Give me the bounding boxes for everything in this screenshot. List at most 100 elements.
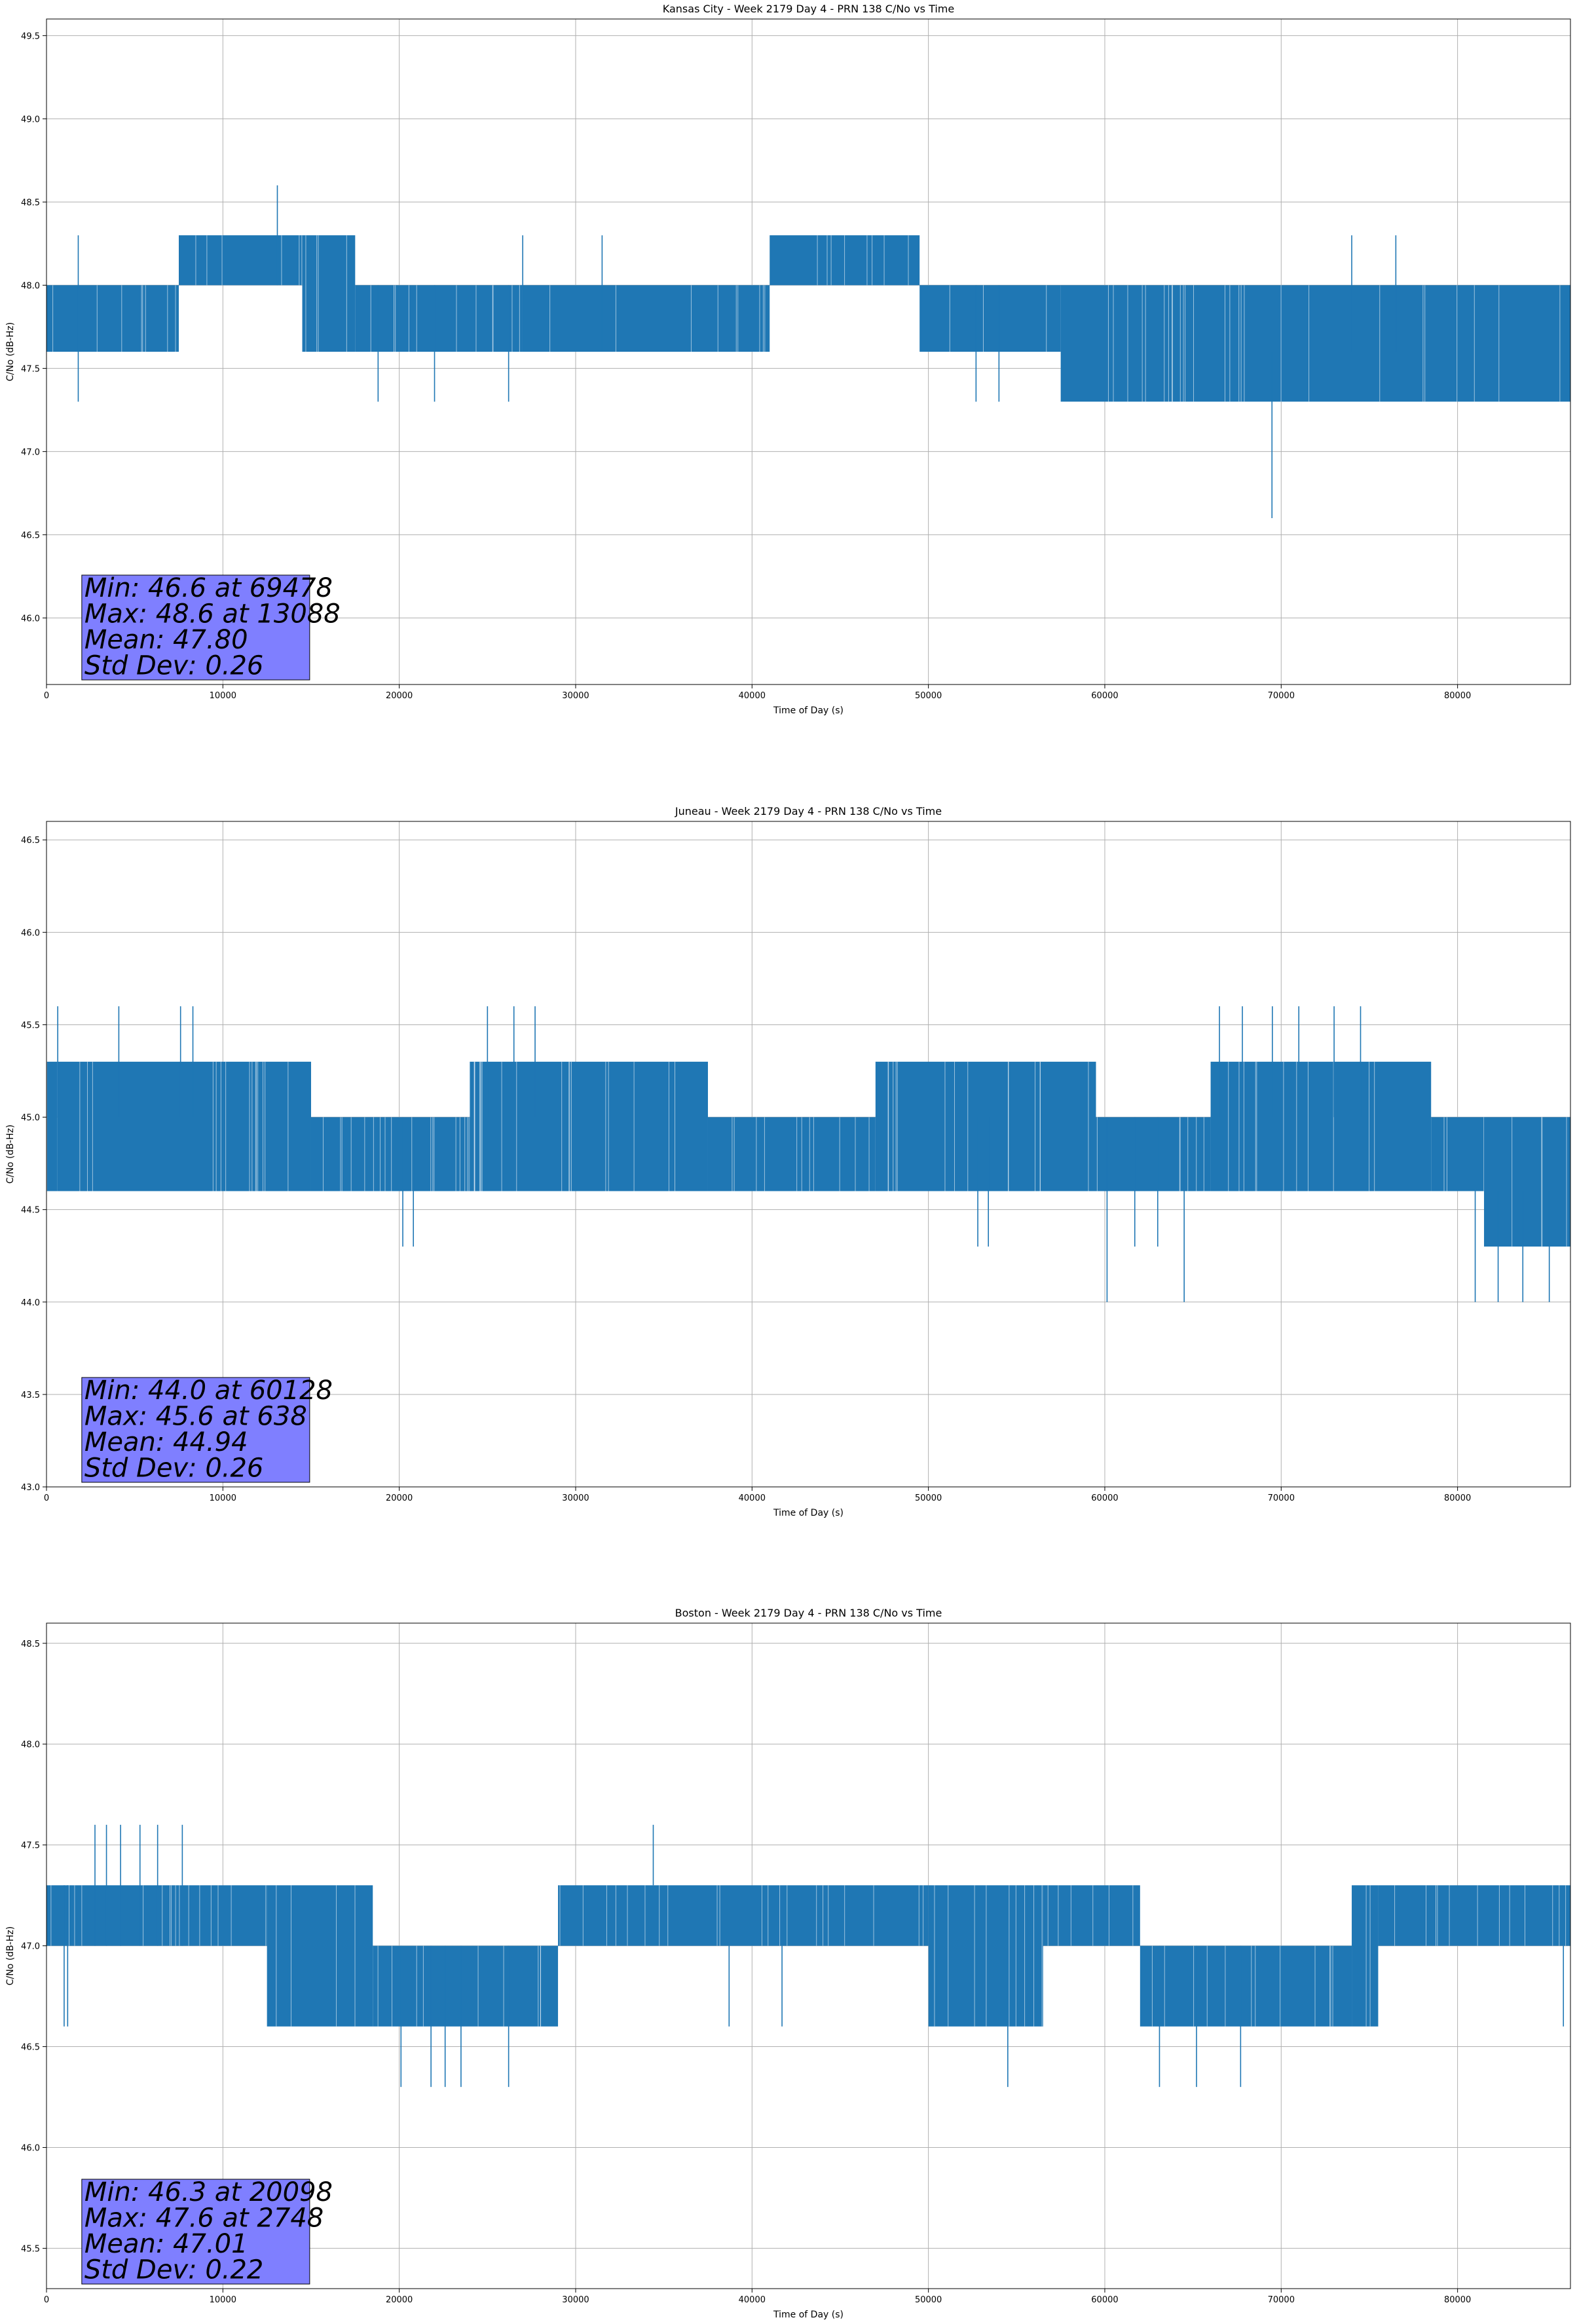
x-axis-label: Time of Day (s) [773, 2310, 844, 2320]
data-series [46, 1824, 1570, 2088]
y-tick-label: 43.5 [21, 1391, 40, 1400]
y-tick-label: 46.5 [21, 2043, 40, 2053]
data-band [1210, 1061, 1432, 1191]
y-tick-label: 47.5 [21, 1841, 40, 1851]
stats-line: Min: 46.6 at 69478 [84, 573, 333, 603]
y-tick-label: 48.0 [21, 1740, 40, 1750]
y-axis-label: C/No (dB-Hz) [5, 322, 16, 381]
data-band [928, 1885, 1043, 2027]
x-tick-label: 80000 [1444, 1493, 1471, 1503]
axes-frame [46, 821, 1571, 1488]
x-tick-label: 50000 [915, 2295, 942, 2305]
x-tick-label: 10000 [210, 691, 236, 701]
axes-frame [46, 18, 1571, 685]
y-tick-label: 48.0 [21, 281, 40, 291]
data-band [267, 1885, 373, 2027]
y-tick-label: 47.5 [21, 364, 40, 374]
y-axis-label: C/No (dB-Hz) [5, 1926, 16, 1985]
y-tick-label: 45.5 [21, 2244, 40, 2254]
data-band [470, 1061, 708, 1191]
x-tick-label: 20000 [386, 691, 413, 701]
y-tick-label: 45.5 [21, 1021, 40, 1030]
data-band [46, 1885, 267, 1946]
x-axis-label: Time of Day (s) [773, 705, 844, 716]
x-tick-label: 80000 [1444, 691, 1471, 701]
chart-juneau: Juneau - Week 2179 Day 4 - PRN 138 C/No … [5, 805, 1571, 1518]
x-tick-label: 40000 [739, 2295, 766, 2305]
y-tick-label: 46.5 [21, 836, 40, 846]
data-band [310, 1117, 470, 1191]
data-band [1352, 1885, 1379, 2027]
x-tick-label: 50000 [915, 691, 942, 701]
stats-line: Max: 48.6 at 13088 [84, 599, 341, 629]
data-band [1431, 1117, 1485, 1191]
y-tick-label: 44.5 [21, 1206, 40, 1216]
stats-line: Mean: 47.01 [84, 2229, 248, 2259]
y-tick-label: 46.0 [21, 614, 40, 624]
data-band [178, 235, 303, 286]
y-tick-label: 46.0 [21, 928, 40, 938]
data-series [46, 1006, 1570, 1302]
x-tick-label: 40000 [739, 691, 766, 701]
y-tick-label: 48.5 [21, 198, 40, 208]
axes-frame [46, 1622, 1571, 2289]
y-tick-label: 45.0 [21, 1114, 40, 1123]
x-tick-label: 30000 [562, 1493, 589, 1503]
x-tick-label: 10000 [210, 1493, 236, 1503]
y-tick-label: 46.0 [21, 2143, 40, 2153]
x-tick-label: 60000 [1091, 691, 1118, 701]
y-tick-label: 49.5 [21, 31, 40, 41]
data-band [1140, 1945, 1352, 2027]
x-tick-label: 30000 [562, 2295, 589, 2305]
stats-line: Mean: 47.80 [84, 625, 248, 655]
stats-box [81, 1377, 310, 1483]
stats-line: Std Dev: 0.26 [84, 651, 264, 681]
data-series [46, 185, 1570, 518]
x-axis-label: Time of Day (s) [773, 1508, 844, 1518]
stats-line: Max: 47.6 at 2748 [84, 2203, 324, 2234]
data-band [1378, 1885, 1570, 1946]
stats-line: Min: 46.3 at 20098 [84, 2177, 333, 2207]
x-tick-label: 60000 [1091, 2295, 1118, 2305]
data-band [875, 1061, 1096, 1191]
data-band [302, 235, 356, 352]
y-tick-label: 47.0 [21, 1942, 40, 1952]
data-band [1484, 1117, 1570, 1247]
chart-boston: Boston - Week 2179 Day 4 - PRN 138 C/No … [5, 1607, 1571, 2320]
x-tick-label: 70000 [1268, 1493, 1295, 1503]
chart-title: Kansas City - Week 2179 Day 4 - PRN 138 … [663, 3, 954, 15]
x-tick-label: 80000 [1444, 2295, 1471, 2305]
chart-kansas-city: Kansas City - Week 2179 Day 4 - PRN 138 … [5, 3, 1571, 716]
data-band [707, 1117, 876, 1191]
stats-line: Std Dev: 0.26 [84, 1453, 264, 1484]
stats-line: Std Dev: 0.22 [84, 2255, 264, 2285]
x-tick-label: 20000 [386, 1493, 413, 1503]
x-tick-label: 30000 [562, 691, 589, 701]
data-band [1060, 285, 1570, 402]
y-tick-label: 44.0 [21, 1298, 40, 1308]
stats-box [81, 574, 310, 681]
data-band [1096, 1117, 1211, 1191]
data-band [46, 285, 179, 352]
y-tick-label: 43.0 [21, 1483, 40, 1493]
data-band [558, 1885, 929, 1946]
data-band [46, 1061, 58, 1191]
x-tick-label: 10000 [210, 2295, 236, 2305]
y-tick-label: 48.5 [21, 1640, 40, 1649]
x-tick-label: 0 [44, 691, 49, 701]
y-tick-label: 46.5 [21, 531, 40, 540]
x-tick-label: 20000 [386, 2295, 413, 2305]
chart-title: Juneau - Week 2179 Day 4 - PRN 138 C/No … [675, 805, 942, 817]
x-tick-label: 70000 [1268, 691, 1295, 701]
x-tick-label: 50000 [915, 1493, 942, 1503]
x-tick-label: 0 [44, 2295, 49, 2305]
data-band [373, 1945, 559, 2027]
stats-line: Min: 44.0 at 60128 [84, 1376, 333, 1406]
y-tick-label: 49.0 [21, 115, 40, 124]
x-tick-label: 0 [44, 1493, 49, 1503]
stats-line: Mean: 44.94 [84, 1427, 248, 1457]
x-tick-label: 40000 [739, 1493, 766, 1503]
x-tick-label: 70000 [1268, 2295, 1295, 2305]
chart-title: Boston - Week 2179 Day 4 - PRN 138 C/No … [675, 1607, 942, 1619]
